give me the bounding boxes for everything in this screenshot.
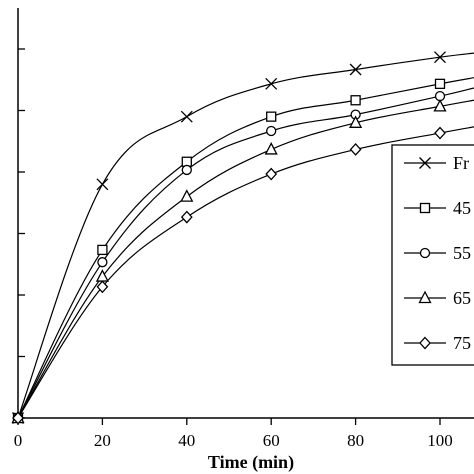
series-line-55: [17, 87, 474, 419]
marker-Fr: [434, 51, 446, 64]
marker-65: [264, 142, 278, 155]
marker-75: [96, 280, 109, 294]
x-axis-title: Time (min): [208, 452, 294, 473]
marker-Fr: [265, 77, 278, 90]
marker-75: [12, 411, 24, 425]
marker-45: [266, 111, 277, 122]
marker-65: [349, 115, 363, 128]
legend-marker-75: [419, 336, 431, 350]
x-tick-label: 100: [427, 431, 453, 450]
marker-65: [180, 189, 194, 202]
axes: 0 20 40 60 80 100: [14, 8, 474, 450]
marker-55: [266, 125, 277, 137]
marker-75: [434, 126, 446, 140]
legend-label: Fr: [453, 153, 469, 173]
marker-45: [350, 95, 361, 106]
x-tick-label: 80: [347, 431, 364, 450]
series-line-45: [17, 77, 474, 419]
marker-75: [265, 167, 278, 181]
legend-label: 45: [453, 198, 471, 218]
marker-Fr: [349, 63, 362, 76]
series-line-Fr: [17, 52, 474, 419]
x-tick-label: 60: [263, 431, 280, 450]
marker-Fr: [180, 110, 193, 123]
marker-65: [433, 98, 447, 112]
legend-marker-45: [419, 202, 431, 214]
x-tick-label: 20: [94, 431, 111, 450]
x-tick-label: 0: [14, 431, 23, 450]
marker-45: [434, 78, 446, 89]
marker-75: [180, 210, 193, 224]
marker-55: [97, 257, 108, 268]
marker-45: [97, 244, 108, 256]
marker-75: [349, 142, 362, 156]
series-markers: [11, 51, 447, 425]
legend-box: [391, 144, 474, 366]
legend: Fr 45 55 65 75: [391, 144, 474, 366]
series-line-65: [17, 99, 474, 419]
legend-label: 55: [453, 243, 471, 263]
x-tick-label: 40: [178, 431, 195, 450]
legend-label: 75: [453, 333, 471, 353]
series-lines: [17, 52, 474, 419]
series-line-75: [17, 126, 474, 419]
legend-marker-Fr: [419, 157, 431, 169]
marker-Fr: [96, 178, 109, 191]
legend-marker-55: [419, 247, 431, 259]
legend-label: 65: [453, 288, 471, 308]
marker-55: [181, 164, 192, 176]
legend-marker-65: [418, 290, 432, 304]
